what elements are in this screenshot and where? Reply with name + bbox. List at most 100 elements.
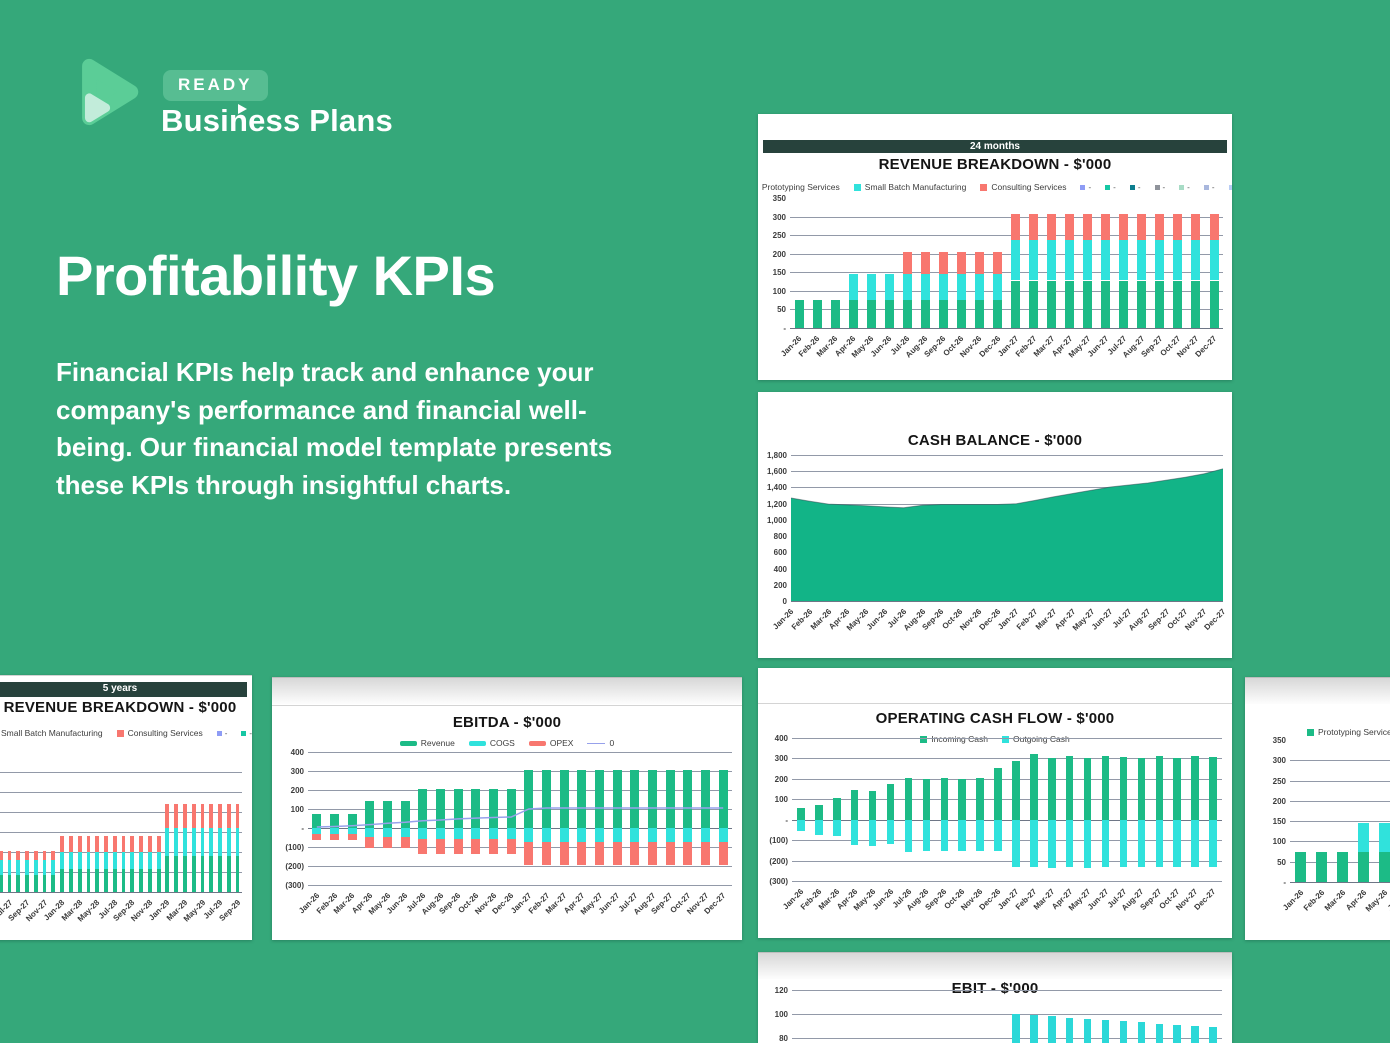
bar-segment <box>956 274 966 301</box>
brand-name: Business Plans <box>161 103 393 139</box>
chart-plot: 350 300 250 200 150 100 50- Jan-26 Feb-26 Mar-26 A… <box>773 194 1223 360</box>
bar-segment <box>139 836 143 852</box>
bar-segment <box>77 852 82 870</box>
chart-panel-revenue-24m: 24 months REVENUE BREAKDOWN - $'000 Protot… <box>758 114 1232 380</box>
bar-segment <box>884 274 894 301</box>
bar-segment <box>1119 239 1129 281</box>
bar-segment <box>559 842 569 866</box>
bar-segment <box>1011 280 1020 328</box>
x-axis-line <box>790 328 1223 329</box>
bar-segment <box>1101 756 1110 820</box>
y-tick-label: (300) <box>769 877 788 886</box>
bar-segment <box>365 836 375 848</box>
bar-segment <box>471 838 481 854</box>
legend-item: Small Batch Manufacturing <box>853 182 966 192</box>
y-tick-label: - <box>301 824 304 833</box>
legend-swatch <box>216 730 222 736</box>
gridline <box>0 852 242 853</box>
play-dot-icon <box>238 104 247 114</box>
bar-segment <box>218 804 222 828</box>
page-title: Profitability KPIs <box>56 244 496 307</box>
bar-segment <box>121 869 126 892</box>
bar-segment <box>130 852 135 870</box>
bar-segment <box>958 819 966 852</box>
bar-segment <box>1358 851 1369 882</box>
bar-segment <box>1191 214 1201 240</box>
bar-segment <box>1029 214 1039 240</box>
legend-swatch <box>528 740 546 746</box>
bar-segment <box>130 869 135 892</box>
bar-segment <box>86 852 91 870</box>
bar-segment <box>1048 1016 1056 1043</box>
y-tick-label: 400 <box>774 734 788 743</box>
gridline <box>790 290 1223 292</box>
bar-segment <box>833 819 841 836</box>
bar-segment <box>1155 280 1165 328</box>
bar-segment <box>418 838 428 854</box>
legend-label: Consulting Services <box>127 728 203 738</box>
chart-panel-ebit: EBIT - $'00012010080604020-Jan-26Feb-26M… <box>758 952 1232 1043</box>
bar-segment <box>1011 214 1020 240</box>
bar-segment <box>112 852 117 870</box>
bar-segment <box>994 819 1002 852</box>
bar-segment <box>489 789 498 828</box>
bar-segment <box>68 869 73 892</box>
gridline <box>1290 821 1390 823</box>
bar-segment <box>956 300 966 328</box>
play-logo-icon <box>72 50 144 134</box>
bar-segment <box>436 789 445 828</box>
legend-swatch <box>1179 184 1185 190</box>
bar-segment <box>595 842 604 866</box>
bar-segment <box>0 851 3 861</box>
bar-segment <box>524 842 534 866</box>
bar-segment <box>1083 239 1093 281</box>
gridline <box>792 881 1222 882</box>
gridline <box>1290 841 1390 843</box>
bar-segment <box>183 828 187 856</box>
bar-segment <box>235 856 240 892</box>
bar-segment <box>815 805 823 820</box>
bar-segment <box>226 828 231 856</box>
legend-label: 0 <box>609 738 615 748</box>
y-tick-label: 150 <box>1272 817 1286 827</box>
bar-segment <box>577 769 587 828</box>
y-tick-label: 350 <box>1272 736 1286 745</box>
chart-legend: Revenue COGS OPEX 0 <box>272 738 742 748</box>
hero-section: READY Business Plans Profitability KPIs … <box>56 50 612 500</box>
bar-segment <box>1209 280 1219 328</box>
bar-segment <box>156 852 161 870</box>
bar-segment <box>121 852 126 870</box>
legend-item-hidden-series: - <box>1228 183 1232 192</box>
gridline <box>308 866 732 867</box>
bar-segment <box>665 769 675 828</box>
legend-label: Consulting Services <box>991 182 1067 192</box>
bar-segment <box>1173 819 1181 867</box>
bar-segment <box>1030 819 1038 867</box>
bar-segment <box>718 828 728 843</box>
bar-segment <box>976 819 984 852</box>
bar-segment <box>993 251 1002 275</box>
bar-segment <box>1083 280 1093 328</box>
chart-plot: 400 300 200 100- (100) (200) (300) Jan-26 Feb-26… <box>769 734 1222 913</box>
bar-segment <box>868 819 877 847</box>
bar-segment <box>701 842 710 866</box>
chart-panel-revenue-right: REVENUE BREAKDOWN - $'000 Prototyping Ser… <box>1245 677 1390 940</box>
bar-segment <box>559 769 569 828</box>
bar-segment <box>577 842 587 866</box>
bar-segment <box>112 869 117 892</box>
chart-legend: Prototyping Services Small Batch Manufact… <box>758 182 1232 192</box>
bar-segment <box>121 836 126 852</box>
bar-segment <box>1155 819 1163 867</box>
bar-segment <box>1047 280 1057 328</box>
bar-segment <box>1101 280 1111 328</box>
bar-segment <box>436 828 445 839</box>
gridline <box>790 235 1223 237</box>
bar-segment <box>489 828 498 839</box>
legend-item: Prototyping Services <box>758 182 840 192</box>
bar-segment <box>542 769 551 828</box>
gridline <box>791 487 1223 489</box>
bar-segment <box>683 769 693 828</box>
gridline <box>0 832 242 833</box>
bar-segment <box>1083 758 1092 820</box>
bar-segment <box>974 274 984 301</box>
